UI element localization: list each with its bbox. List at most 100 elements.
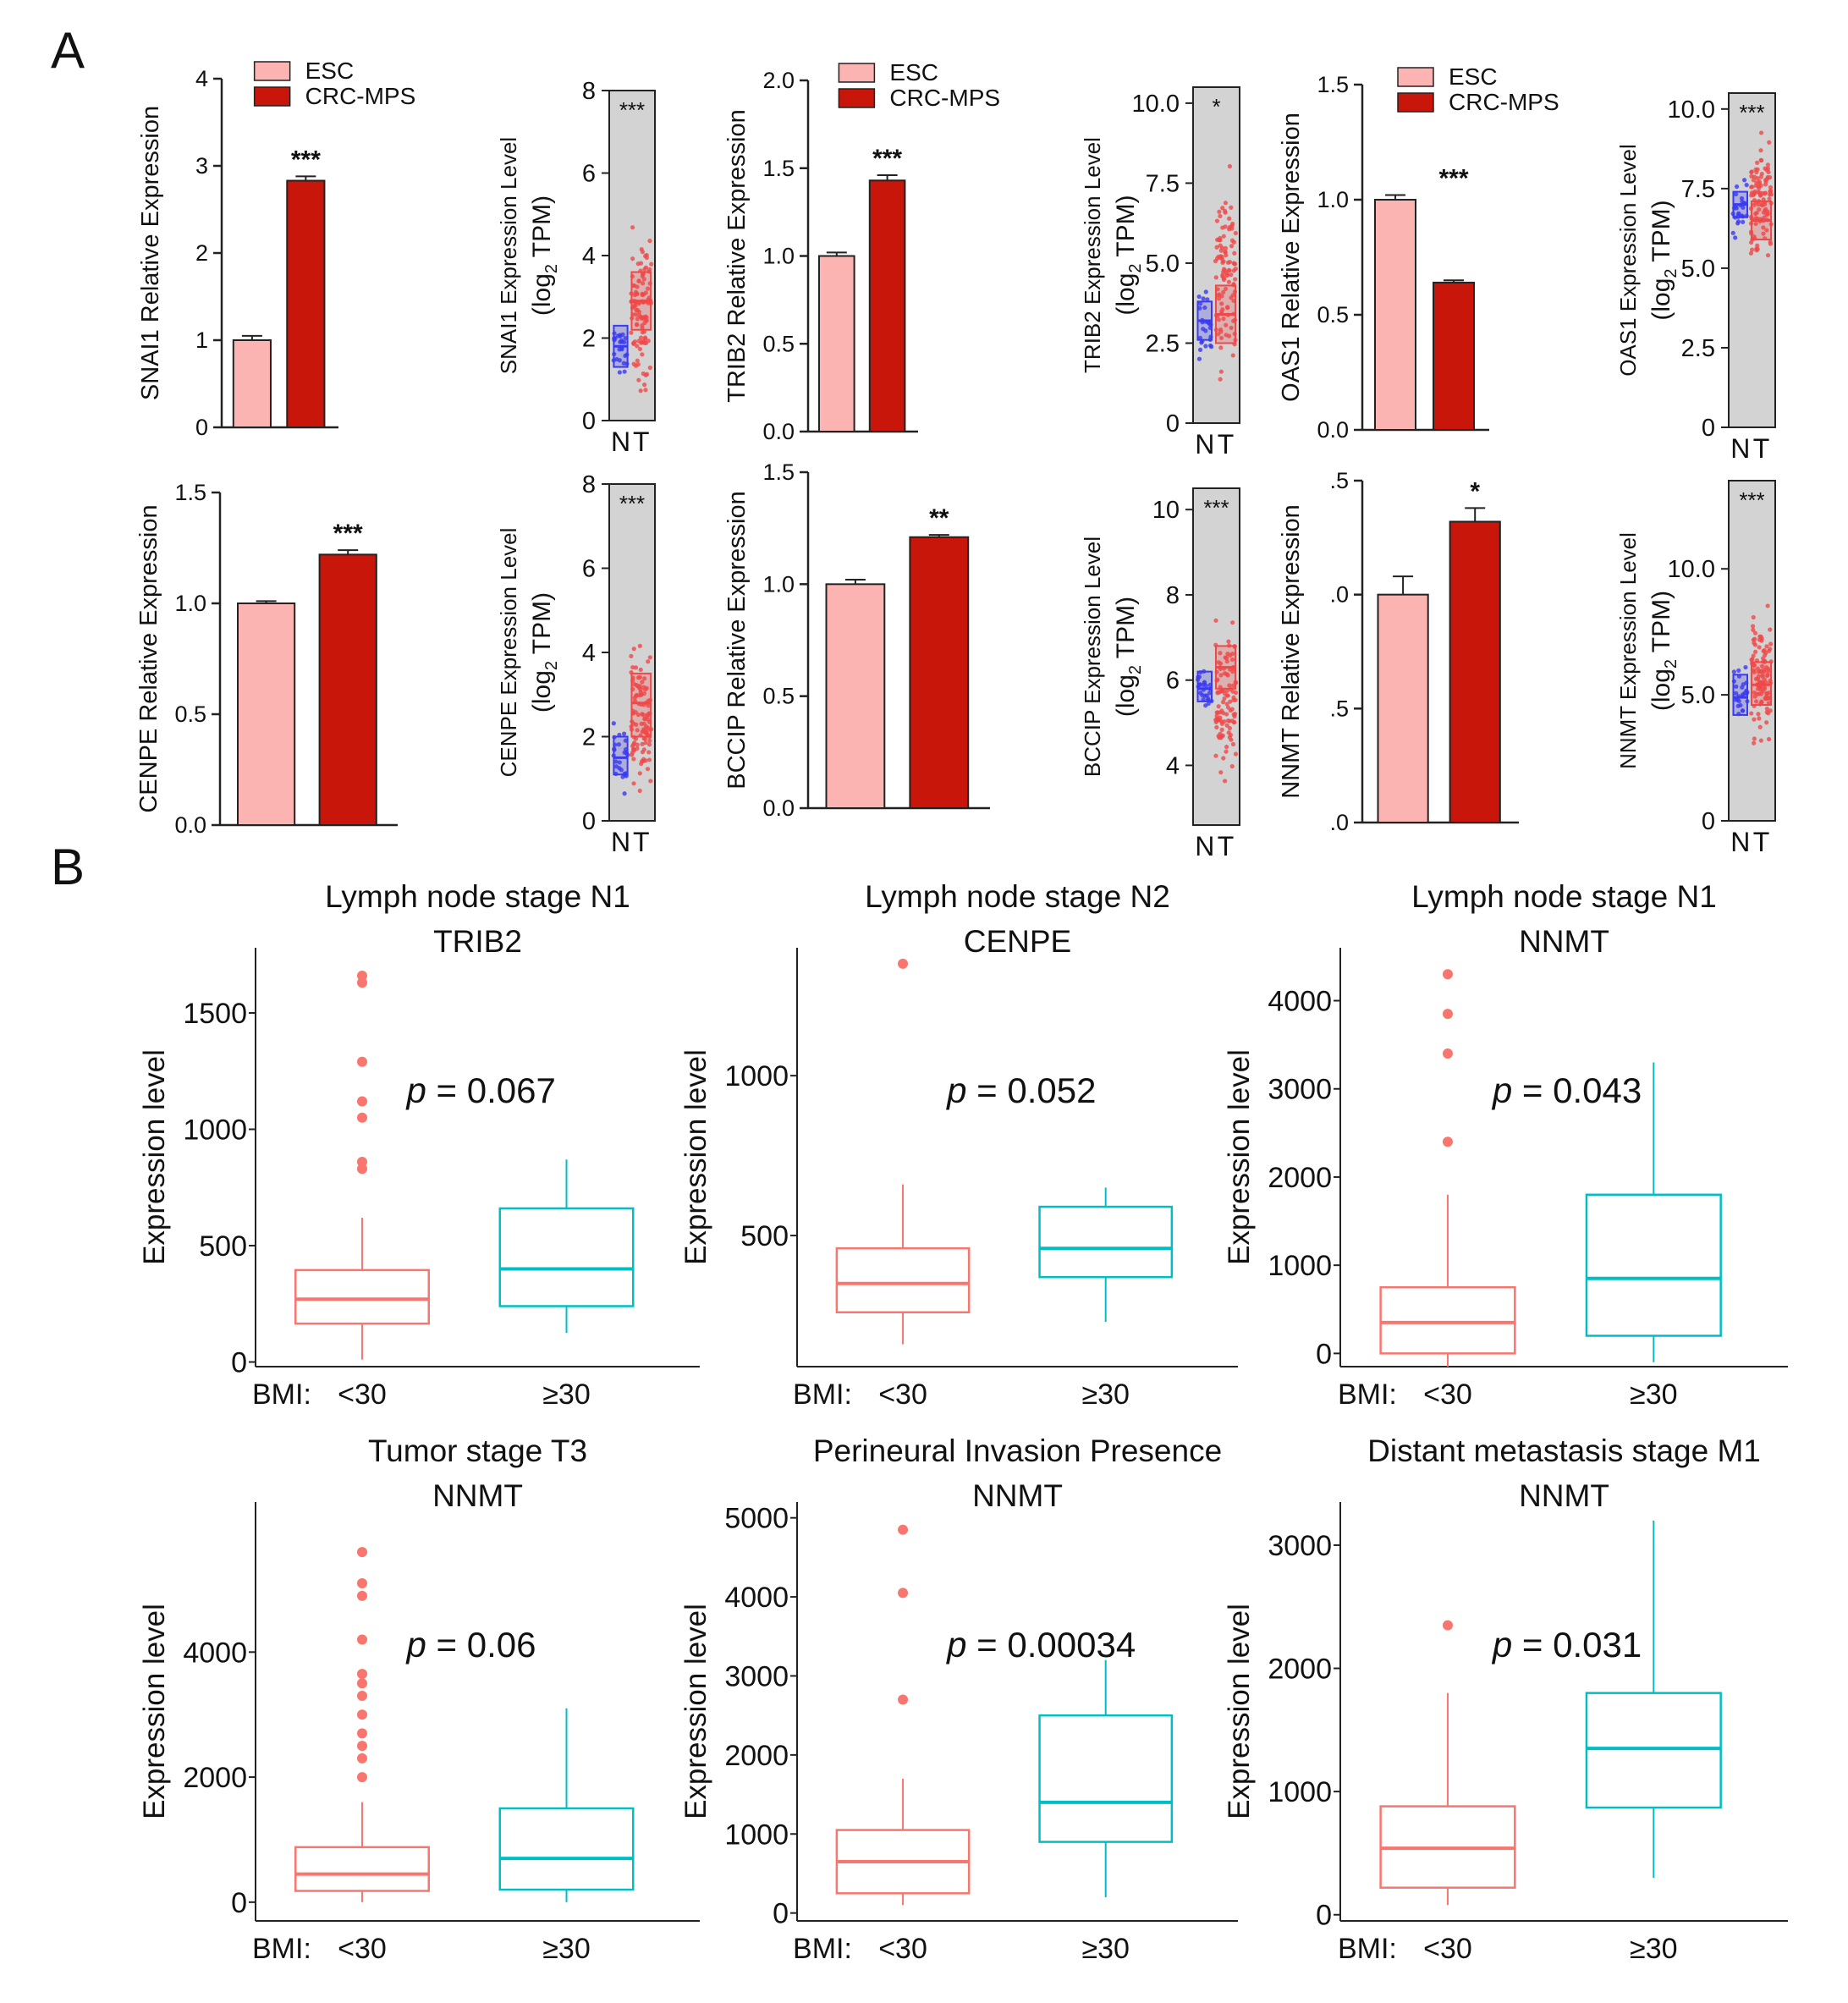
jitter-point — [1757, 180, 1763, 186]
jitter-point — [621, 731, 627, 736]
y-tick-label: 0.5 — [1317, 302, 1349, 327]
jitter-point — [638, 388, 643, 393]
panel-label-a: A — [51, 22, 85, 79]
jitter-point — [1221, 234, 1226, 239]
panel-label-b: B — [51, 839, 85, 895]
y-tick-label: .5 — [1329, 696, 1349, 721]
b5-chart: Perineural Invasion Presence NNMT 0 1000 200… — [679, 1433, 1238, 1965]
significance-marker: *** — [1739, 100, 1764, 125]
box-bmi-high — [498, 1207, 635, 1307]
jitter-point — [635, 361, 641, 367]
jitter-point — [639, 692, 644, 697]
bar-esc — [1377, 593, 1429, 824]
jitter-point — [631, 781, 636, 786]
bar-esc — [1374, 199, 1416, 431]
x-tick-label-low: <30 — [1423, 1933, 1472, 1965]
bar-crc-mps — [909, 536, 970, 810]
jitter-point — [1230, 683, 1236, 688]
jitter-point — [1218, 673, 1224, 678]
x-tick-label-t: T — [1218, 429, 1235, 459]
jitter-point — [643, 730, 648, 735]
jitter-point — [1224, 273, 1229, 278]
y-tick-label: 0.0 — [762, 795, 795, 821]
jitter-point — [645, 767, 651, 772]
jitter-point — [629, 330, 634, 335]
jitter-point — [1196, 356, 1202, 361]
x-axis-prefix: BMI: — [1338, 1933, 1397, 1965]
jitter-point — [1218, 651, 1223, 656]
outlier-point — [357, 971, 367, 981]
jitter-point — [642, 716, 648, 721]
jitter-point — [647, 267, 652, 272]
jitter-point — [640, 758, 645, 764]
outlier-point — [357, 1096, 367, 1107]
jitter-point — [635, 291, 640, 296]
snai1-bar-chart: 0 1 2 3 4 SNAI1 Relative Expression *** ESCCRC-… — [137, 58, 415, 440]
jitter-point — [1749, 658, 1754, 663]
y-axis-label: CENPE Relative Expression — [135, 504, 162, 812]
jitter-point — [634, 312, 639, 317]
y-tick-label: 0.0 — [762, 419, 795, 444]
chart-title: Perineural Invasion Presence — [813, 1433, 1222, 1468]
jitter-point — [631, 757, 636, 762]
x-tick-label-high: ≥30 — [1081, 1933, 1129, 1965]
outlier-point — [898, 958, 909, 969]
jitter-point — [1204, 693, 1209, 698]
jitter-point — [1738, 702, 1743, 708]
jitter-point — [1219, 708, 1224, 713]
jitter-point — [1759, 638, 1764, 643]
jitter-point — [640, 272, 646, 277]
jitter-point — [1232, 713, 1237, 719]
x-tick-label-low: <30 — [878, 1378, 927, 1411]
y-axis-label: TRIB2 Relative Expression — [723, 109, 751, 403]
jitter-point — [1757, 669, 1763, 674]
jitter-point — [630, 225, 635, 230]
jitter-point — [1216, 296, 1222, 301]
jitter-point — [640, 712, 645, 717]
jitter-point — [1768, 239, 1773, 245]
jitter-point — [632, 696, 637, 701]
bar-crc-mps — [1433, 281, 1475, 432]
jitter-point — [1752, 717, 1757, 722]
y-tick-label: 10.0 — [1668, 556, 1715, 583]
jitter-point — [1229, 657, 1235, 663]
p-value-label: p = 0.06 — [405, 1625, 536, 1665]
y-tick-label: 2.5 — [1146, 330, 1180, 357]
jitter-point — [1223, 245, 1229, 250]
jitter-point — [634, 307, 639, 312]
jitter-point — [1224, 749, 1229, 754]
jitter-point — [637, 643, 642, 648]
y-axis-label: SNAI1 Expression Level — [496, 137, 521, 374]
jitter-point — [1753, 221, 1758, 227]
y-tick-label: 500 — [199, 1230, 247, 1263]
jitter-point — [1230, 353, 1235, 358]
box-bmi-high — [1038, 1714, 1174, 1843]
outlier-point — [357, 1691, 367, 1702]
x-tick-label-low: <30 — [878, 1933, 927, 1965]
y-axis-label: BCCIP Expression Level — [1080, 537, 1105, 777]
jitter-point — [646, 742, 652, 747]
y-axis-label: Expression level — [679, 1604, 712, 1819]
outlier-point — [357, 1547, 367, 1558]
outlier-point — [1442, 1620, 1453, 1631]
jitter-point — [639, 721, 644, 726]
outlier-point — [1442, 969, 1453, 980]
y-tick-label: 4000 — [724, 1582, 789, 1614]
jitter-point — [1229, 223, 1235, 228]
jitter-point — [1765, 253, 1771, 258]
jitter-point — [1763, 694, 1769, 699]
significance-marker: ** — [929, 504, 949, 532]
jitter-point — [1758, 148, 1763, 153]
y-tick-label: 8 — [1166, 582, 1180, 609]
jitter-point — [1219, 256, 1224, 261]
jitter-point — [1224, 333, 1229, 338]
jitter-point — [1756, 712, 1761, 717]
box-n — [1732, 674, 1748, 716]
oas1-bar-chart: 0.0 0.5 1.0 1.5 OAS1 Relative Expression *** E… — [1278, 63, 1559, 443]
y-tick-label: 1.0 — [1317, 187, 1349, 212]
chart-subtitle: NNMT — [432, 1478, 523, 1513]
legend-swatch-crc — [838, 88, 876, 108]
jitter-point — [1214, 218, 1220, 223]
outlier-point — [357, 1772, 367, 1783]
y-tick-label: 4 — [582, 243, 596, 270]
